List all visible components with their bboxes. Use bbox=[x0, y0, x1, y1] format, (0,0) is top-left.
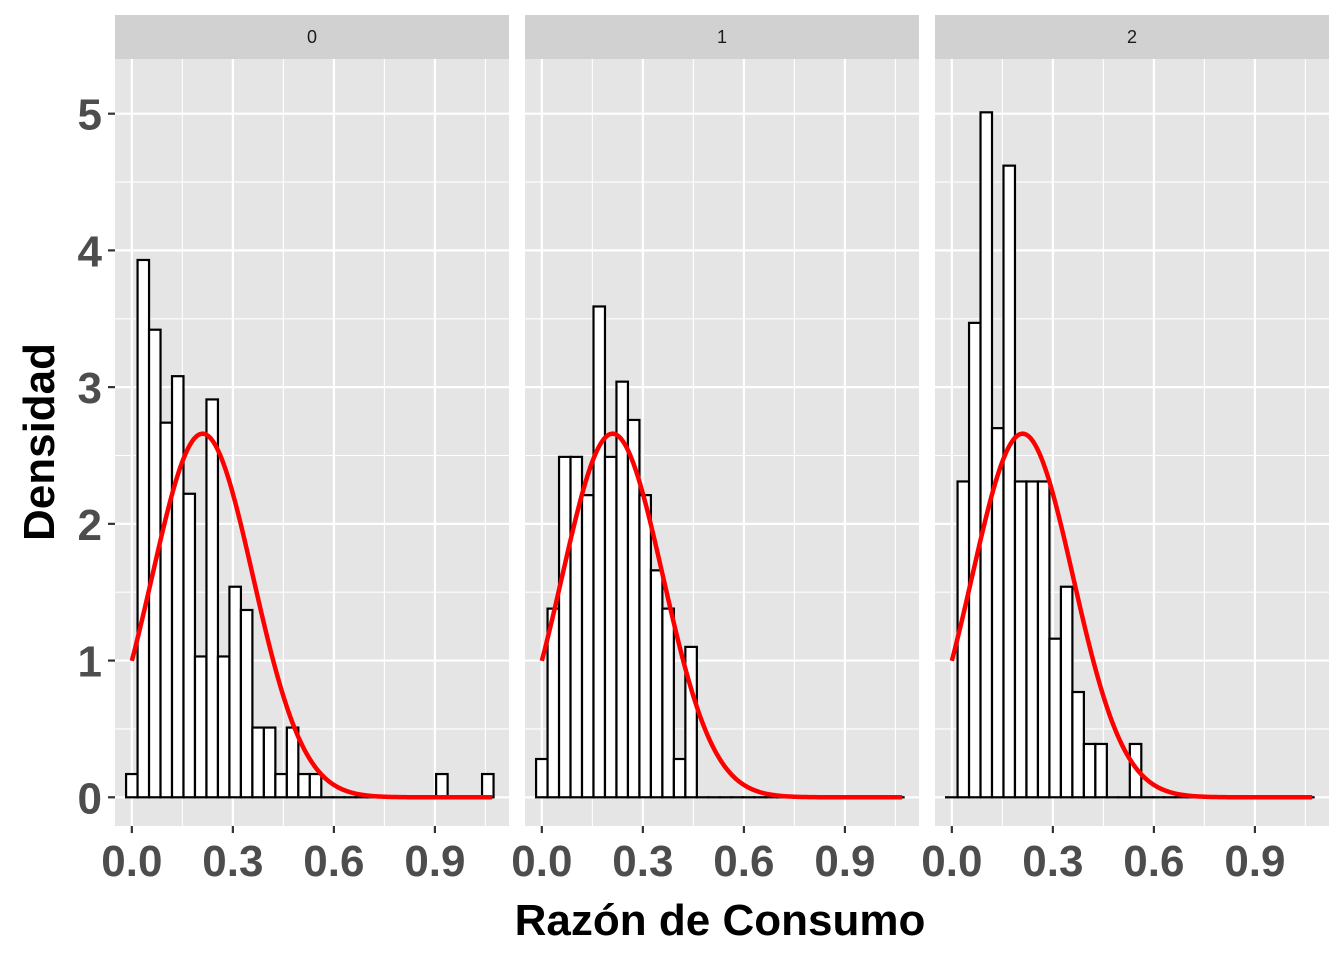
histogram-bar bbox=[1036, 480, 1051, 799]
y-tick-label: 3 bbox=[78, 364, 102, 413]
histogram-bar bbox=[684, 645, 698, 799]
histogram-bar bbox=[274, 772, 288, 799]
histogram-bar bbox=[308, 772, 323, 799]
facet-panel-0: 0 0.0 0.3 0.6 0.9 bbox=[101, 15, 509, 886]
histogram-bar bbox=[1002, 164, 1017, 799]
x-tick-label: 0.0 bbox=[921, 837, 982, 886]
histogram-bar bbox=[1059, 585, 1074, 799]
y-tick-label: 0 bbox=[78, 774, 102, 823]
histogram-bar bbox=[638, 494, 653, 799]
y-tick-label: 2 bbox=[78, 501, 102, 550]
x-tick-label: 0.6 bbox=[303, 837, 364, 886]
histogram-bar bbox=[216, 655, 231, 799]
histogram-bar bbox=[649, 569, 664, 799]
histogram-bar bbox=[661, 607, 675, 799]
y-axis: 0 1 2 3 4 5 bbox=[78, 91, 115, 823]
histogram-bar bbox=[182, 492, 197, 799]
histogram-bar bbox=[979, 111, 994, 799]
facet-strip bbox=[525, 15, 919, 59]
histogram-bar bbox=[592, 305, 607, 799]
normal-density-curve bbox=[949, 431, 1313, 800]
histogram-bar bbox=[480, 772, 495, 799]
facet-strip-label: 0 bbox=[307, 27, 317, 47]
x-tick-label: 0.3 bbox=[1022, 837, 1083, 886]
histogram-bar bbox=[1048, 637, 1063, 799]
x-tick-label: 0.9 bbox=[814, 837, 875, 886]
histogram-bar bbox=[1071, 690, 1085, 799]
histogram-bars bbox=[534, 305, 905, 799]
facet-strip bbox=[935, 15, 1329, 59]
histogram-bar bbox=[136, 258, 151, 799]
histogram-bar bbox=[603, 455, 618, 799]
histogram-bar bbox=[580, 494, 595, 799]
histogram-bar bbox=[1094, 742, 1108, 799]
x-tick-label: 0.6 bbox=[713, 837, 774, 886]
x-tick-label: 0.9 bbox=[1224, 837, 1285, 886]
histogram-bar bbox=[239, 608, 254, 799]
facet-strip bbox=[115, 15, 509, 59]
x-tick-label: 0.0 bbox=[101, 837, 162, 886]
histogram-bar bbox=[672, 757, 687, 799]
y-tick-label: 5 bbox=[78, 91, 102, 140]
facet-strip-label: 2 bbox=[1127, 27, 1137, 47]
x-tick-label: 0.0 bbox=[511, 837, 572, 886]
histogram-bar bbox=[124, 772, 139, 799]
histogram-bar bbox=[228, 585, 243, 799]
facet-panel-2: 2 0.0 0.3 0.6 0.9 bbox=[921, 15, 1329, 886]
histogram-bar bbox=[1013, 480, 1028, 799]
histogram-bar bbox=[1082, 742, 1097, 799]
histogram-bar bbox=[205, 398, 220, 799]
x-tick-label: 0.9 bbox=[404, 837, 465, 886]
facets-layer: 0 0.0 0.3 0.6 0.9 1 0.0 0.3 0.6 0.9 2 0.0 0.3 0.6 0.9 bbox=[101, 15, 1329, 886]
histogram-bar bbox=[193, 655, 208, 799]
histogram-bar bbox=[159, 421, 174, 799]
x-tick-label: 0.3 bbox=[612, 837, 673, 886]
x-tick-label: 0.3 bbox=[202, 837, 263, 886]
histogram-bar bbox=[262, 726, 277, 799]
x-axis-title: Razón de Consumo bbox=[515, 896, 926, 945]
facet-strip-label: 1 bbox=[717, 27, 727, 47]
facet-panel-1: 1 0.0 0.3 0.6 0.9 bbox=[511, 15, 919, 886]
y-tick-label: 4 bbox=[78, 227, 103, 276]
histogram-bar bbox=[297, 772, 311, 799]
y-tick-label: 1 bbox=[78, 638, 102, 687]
histogram-bar bbox=[534, 757, 549, 799]
x-tick-label: 0.6 bbox=[1123, 837, 1184, 886]
histogram-bar bbox=[435, 772, 449, 799]
histogram-bar bbox=[1025, 480, 1040, 799]
histogram-bar bbox=[251, 726, 265, 799]
normal-density-curve bbox=[539, 431, 903, 800]
normal-density-curve bbox=[129, 431, 493, 800]
y-axis-title: Densidad bbox=[15, 343, 64, 541]
histogram-bar bbox=[170, 375, 185, 799]
histogram-bar bbox=[557, 455, 572, 799]
